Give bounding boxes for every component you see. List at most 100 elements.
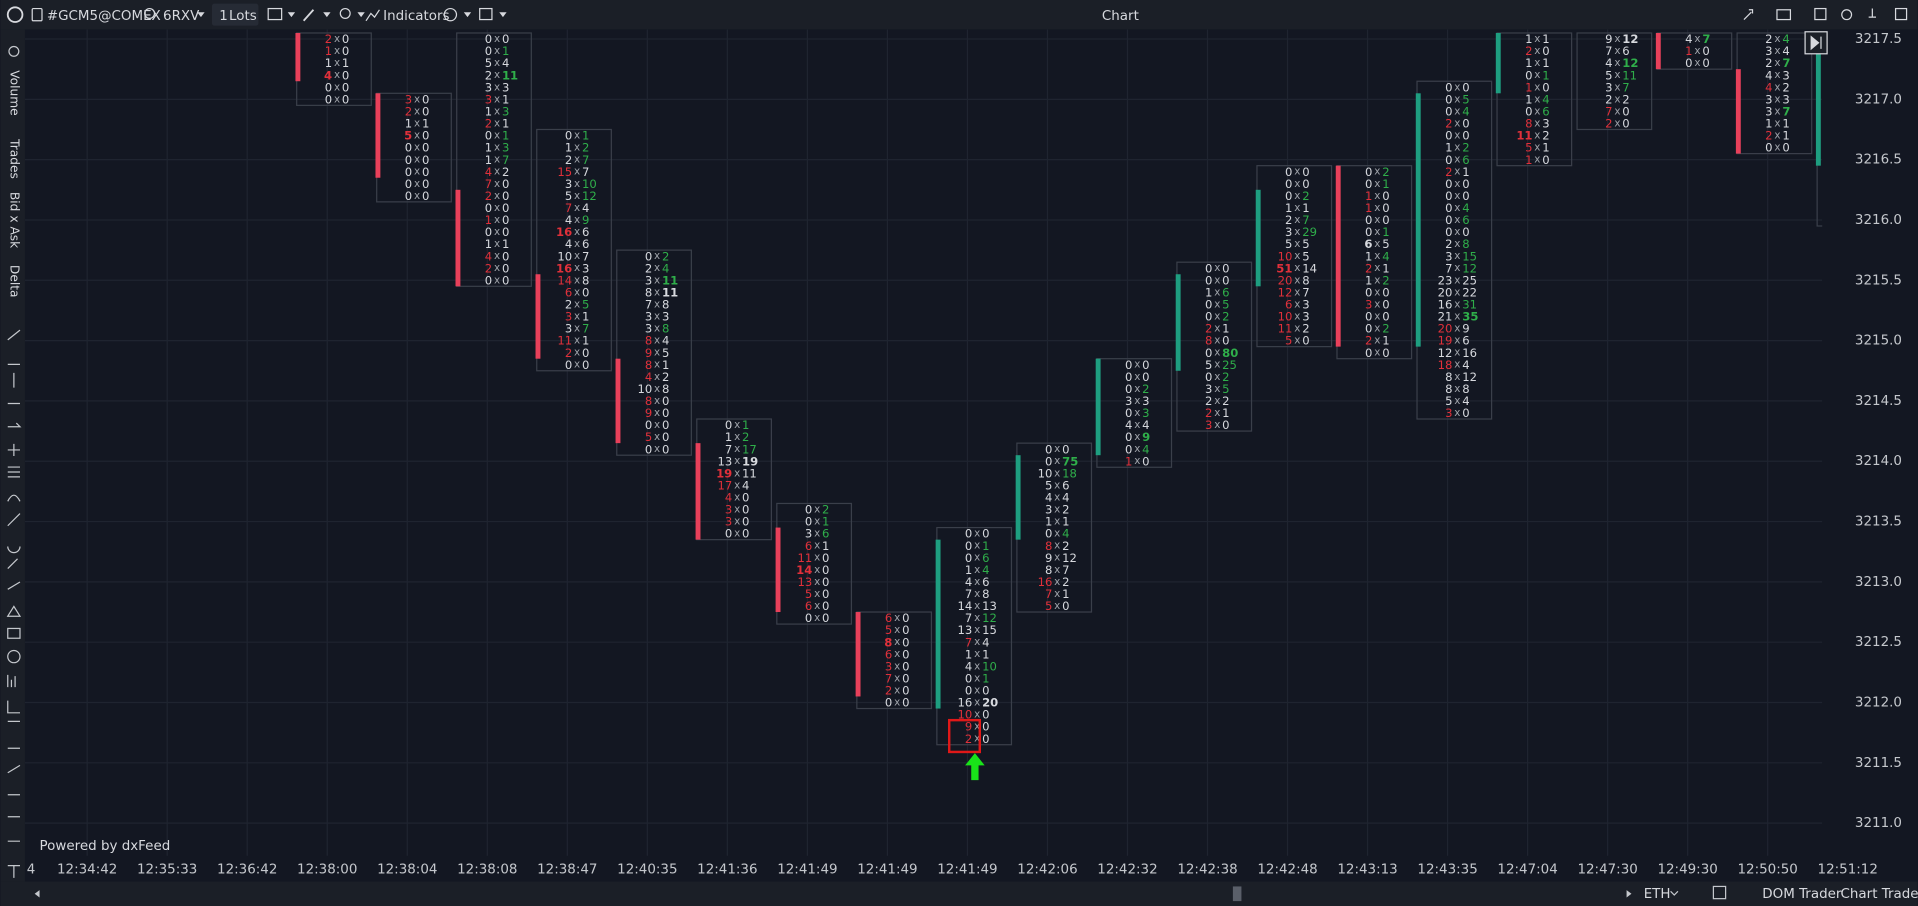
- ask-volume: 0: [822, 563, 829, 577]
- side-menu-item[interactable]: Trades: [7, 138, 21, 179]
- chart-type-icon[interactable]: [267, 7, 283, 21]
- cell-separator: x: [1374, 286, 1380, 298]
- dropdown[interactable]: [463, 12, 507, 18]
- calendar-icon[interactable]: [1712, 885, 1727, 900]
- add-icon[interactable]: [443, 7, 458, 22]
- app-icon[interactable]: [6, 6, 24, 23]
- ask-volume: 0: [1782, 141, 1789, 155]
- x-tick-label: 12:38:04: [377, 862, 437, 877]
- ask-volume: 8: [1462, 382, 1469, 396]
- indicators-icon[interactable]: [365, 9, 380, 22]
- dropdown[interactable]: [1670, 890, 1679, 896]
- bid-volume: 5: [1285, 237, 1292, 251]
- bid-volume: 0: [485, 32, 492, 46]
- symbol-icon[interactable]: [31, 7, 43, 22]
- ask-volume: 19: [742, 454, 758, 468]
- drawing-tools[interactable]: [6, 45, 22, 878]
- cell-separator: x: [1214, 371, 1220, 383]
- ask-volume: 13: [982, 599, 997, 613]
- ask-volume: 12: [1622, 56, 1638, 70]
- bid-volume: 5: [1525, 141, 1532, 155]
- bid-volume: 6: [885, 647, 892, 661]
- side-menu-item[interactable]: Bid x Ask: [7, 192, 21, 249]
- session[interactable]: ETH: [1644, 887, 1671, 902]
- cell-separator: x: [1454, 214, 1460, 226]
- ask-volume: 7: [582, 249, 589, 263]
- scrollbar-thumb[interactable]: [1232, 886, 1242, 902]
- highlight-box: [947, 718, 982, 754]
- ask-volume: 2: [1062, 539, 1069, 553]
- side-menu-item[interactable]: Volume: [7, 70, 21, 115]
- bid-volume: 0: [645, 249, 652, 263]
- ask-volume: 6: [1462, 153, 1469, 167]
- candle: [1415, 93, 1421, 347]
- cell-separator: x: [1054, 443, 1060, 455]
- cell-separator: x: [1534, 105, 1540, 117]
- quantity-box[interactable]: [211, 3, 259, 26]
- ask-volume: 25: [1462, 273, 1477, 287]
- bid-volume: 1: [1365, 273, 1372, 287]
- ask-volume: 2: [662, 249, 669, 263]
- bid-volume: 3: [1365, 298, 1372, 312]
- window-controls[interactable]: [1743, 7, 1908, 21]
- bid-volume: 1: [485, 153, 492, 167]
- quantity-unit[interactable]: Lots: [229, 9, 257, 24]
- ask-volume: 5: [1222, 298, 1229, 312]
- search-icon[interactable]: [144, 7, 156, 19]
- zoom-icon[interactable]: [339, 7, 351, 19]
- layout-icon[interactable]: [479, 7, 493, 21]
- bid-volume: 4: [1605, 56, 1612, 70]
- ask-volume: 1: [502, 129, 509, 143]
- candle: [1735, 69, 1741, 154]
- cell-separator: x: [974, 672, 980, 684]
- bid-volume: 11: [797, 551, 812, 565]
- ask-volume: 0: [1382, 189, 1389, 203]
- x-tick-label: 12:34:42: [57, 862, 117, 877]
- cell-separator: x: [654, 407, 660, 419]
- x-tick-label: 12:49:30: [1657, 862, 1717, 877]
- bid-volume: 18: [1438, 358, 1453, 372]
- scroll-end-icon[interactable]: [1810, 35, 1822, 51]
- ask-volume: 11: [662, 273, 678, 287]
- bid-volume: 20: [1438, 285, 1453, 299]
- bid-volume: 4: [1765, 68, 1772, 82]
- cell-separator: x: [1214, 359, 1220, 371]
- ask-volume: 7: [1782, 56, 1790, 70]
- x-tick-label: 4: [27, 862, 36, 877]
- candle: [855, 612, 861, 697]
- bid-volume: 2: [1445, 165, 1452, 179]
- bid-volume: 0: [1045, 454, 1052, 468]
- symbol[interactable]: #GCM5@COMEX: [47, 9, 161, 24]
- ask-volume: 1: [662, 358, 669, 372]
- chart-trader[interactable]: Chart Trader: [1841, 887, 1918, 902]
- cell-separator: x: [1214, 347, 1220, 359]
- cell-separator: x: [654, 323, 660, 335]
- bid-volume: 0: [1765, 141, 1772, 155]
- ask-volume: 4: [582, 201, 589, 215]
- cell-separator: x: [1374, 274, 1380, 286]
- dropdown[interactable]: [197, 12, 205, 18]
- cell-separator: x: [1774, 117, 1780, 129]
- bid-volume: 1: [1685, 44, 1692, 58]
- ask-volume: 1: [1462, 165, 1469, 179]
- bid-volume: 13: [958, 623, 973, 637]
- bid-volume: 6: [805, 539, 812, 553]
- side-menu-item[interactable]: Delta: [7, 265, 21, 298]
- cell-separator: x: [494, 178, 500, 190]
- draw-icon[interactable]: [302, 9, 315, 22]
- bid-volume: 0: [1205, 310, 1212, 324]
- ask-volume: 2: [1382, 322, 1389, 336]
- quantity[interactable]: 1: [219, 9, 228, 24]
- cell-separator: x: [654, 359, 660, 371]
- bid-volume: 0: [1445, 201, 1452, 215]
- bid-volume: 5: [885, 623, 892, 637]
- dom-trader[interactable]: DOM Trader: [1762, 887, 1842, 902]
- dropdown[interactable]: [287, 12, 365, 18]
- bid-volume: 7: [1045, 587, 1052, 601]
- cell-separator: x: [494, 202, 500, 214]
- aggregation[interactable]: 6RXV: [163, 9, 200, 24]
- ask-volume: 1: [342, 56, 349, 70]
- bid-volume: 2: [1365, 261, 1372, 275]
- indicators[interactable]: Indicators: [383, 9, 449, 24]
